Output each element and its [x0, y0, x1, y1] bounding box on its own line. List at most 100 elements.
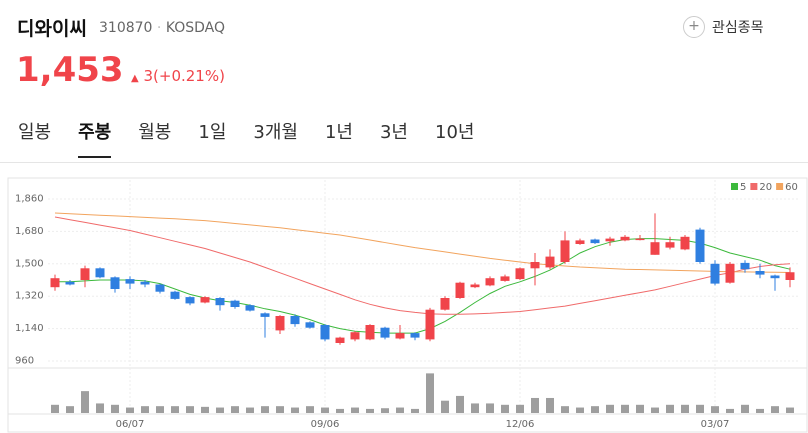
- volume-bar: [516, 404, 524, 413]
- volume-bar: [426, 373, 434, 413]
- legend-label: 20: [759, 182, 772, 193]
- volume-bar: [726, 408, 734, 413]
- candle-body: [665, 242, 675, 248]
- candle-body: [170, 291, 180, 299]
- candle-body: [185, 297, 195, 304]
- volume-bar: [81, 391, 89, 413]
- watch-button[interactable]: + 관심종목: [683, 16, 764, 38]
- volume-bar: [171, 406, 179, 413]
- candle-body: [365, 325, 375, 340]
- volume-bar: [681, 404, 689, 413]
- volume-bar: [771, 406, 779, 413]
- volume-bar: [291, 407, 299, 413]
- candle-body: [350, 332, 360, 340]
- tab[interactable]: 1일: [198, 122, 227, 143]
- candle-body: [635, 238, 645, 241]
- candle-body: [305, 322, 315, 328]
- candle-body: [125, 279, 135, 284]
- volume-bar: [486, 403, 494, 413]
- tab[interactable]: 3년: [379, 122, 408, 143]
- volume-bar: [51, 404, 59, 413]
- ma-line: [55, 238, 791, 334]
- divider: [0, 162, 808, 163]
- volume-bar: [126, 407, 134, 413]
- candle-body: [320, 325, 330, 340]
- volume-bar: [321, 407, 329, 413]
- tab[interactable]: 3개월: [253, 122, 298, 143]
- candle-body: [755, 271, 765, 275]
- tab[interactable]: 주봉: [78, 118, 112, 158]
- y-tick-label: 1,500: [15, 258, 44, 269]
- volume-bar: [276, 406, 284, 413]
- tab[interactable]: 10년: [435, 122, 475, 143]
- candle-body: [470, 284, 480, 288]
- volume-bar: [156, 406, 164, 413]
- volume-bar: [246, 407, 254, 413]
- candle-body: [500, 276, 510, 281]
- candle-body: [530, 262, 540, 269]
- legend-swatch: [731, 183, 738, 190]
- chart-frame: [7, 177, 808, 433]
- volume-bar: [441, 400, 449, 413]
- y-tick-label: 1,140: [15, 323, 44, 334]
- candle-body: [395, 333, 405, 339]
- candle-body: [275, 316, 285, 331]
- candle-body: [455, 282, 465, 298]
- candle-body: [140, 281, 150, 285]
- tab[interactable]: 일봉: [18, 122, 52, 143]
- ma-line: [54, 216, 791, 315]
- candle-body: [560, 240, 570, 262]
- volume-bar: [456, 395, 464, 413]
- candle-body: [95, 268, 105, 278]
- candle-body: [695, 229, 705, 262]
- candle-body: [515, 268, 525, 280]
- legend-swatch: [750, 183, 758, 190]
- candle-body: [425, 309, 435, 340]
- tab[interactable]: 1년: [324, 122, 353, 143]
- volume-bar: [231, 406, 239, 413]
- volume-bar: [141, 406, 149, 413]
- stock-name: 디와이씨: [17, 18, 87, 40]
- candle-body: [230, 300, 240, 307]
- volume-bar: [306, 406, 314, 413]
- volume-bar: [561, 406, 569, 413]
- candle-body: [485, 278, 495, 286]
- candle-body: [65, 281, 75, 285]
- volume-bar: [66, 406, 74, 413]
- tab[interactable]: 월봉: [138, 122, 172, 143]
- candle-body: [335, 337, 345, 343]
- volume-bar: [651, 407, 659, 413]
- volume-bar: [591, 406, 599, 413]
- candle-body: [440, 298, 450, 310]
- y-tick-label: 1,680: [15, 226, 44, 237]
- candle-body: [110, 277, 120, 289]
- volume-bar: [576, 407, 584, 413]
- candle-body: [710, 263, 720, 284]
- candle-body: [620, 236, 630, 241]
- price-change: ▲ 3(+0.21%): [131, 67, 225, 85]
- ma-line: [54, 212, 791, 273]
- y-tick-label: 960: [15, 356, 34, 367]
- x-tick-label: 06/07: [116, 419, 145, 430]
- candle-body: [740, 262, 750, 270]
- code: 310870: [99, 20, 153, 36]
- candle-body: [380, 327, 390, 338]
- candle-body: [545, 256, 555, 268]
- volume-bar: [336, 408, 344, 413]
- candle-body: [575, 240, 585, 244]
- candle-body: [725, 263, 735, 283]
- stock-code: 310870 · KOSDAQ: [99, 20, 226, 36]
- volume-bar: [471, 403, 479, 413]
- volume-bar: [201, 406, 209, 413]
- volume-bar: [786, 407, 794, 413]
- candle-body: [410, 333, 420, 338]
- volume-bar: [531, 397, 539, 413]
- candle-body: [245, 305, 255, 311]
- volume-bar: [666, 404, 674, 413]
- candle-body: [155, 284, 165, 292]
- volume-bar: [351, 407, 359, 413]
- candle-body: [260, 313, 270, 317]
- candle-body: [590, 239, 600, 244]
- watch-label[interactable]: 관심종목: [712, 20, 764, 36]
- market: KOSDAQ: [165, 20, 226, 36]
